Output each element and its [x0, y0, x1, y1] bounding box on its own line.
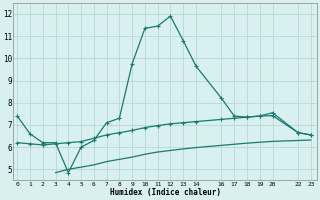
X-axis label: Humidex (Indice chaleur): Humidex (Indice chaleur) [110, 188, 221, 197]
